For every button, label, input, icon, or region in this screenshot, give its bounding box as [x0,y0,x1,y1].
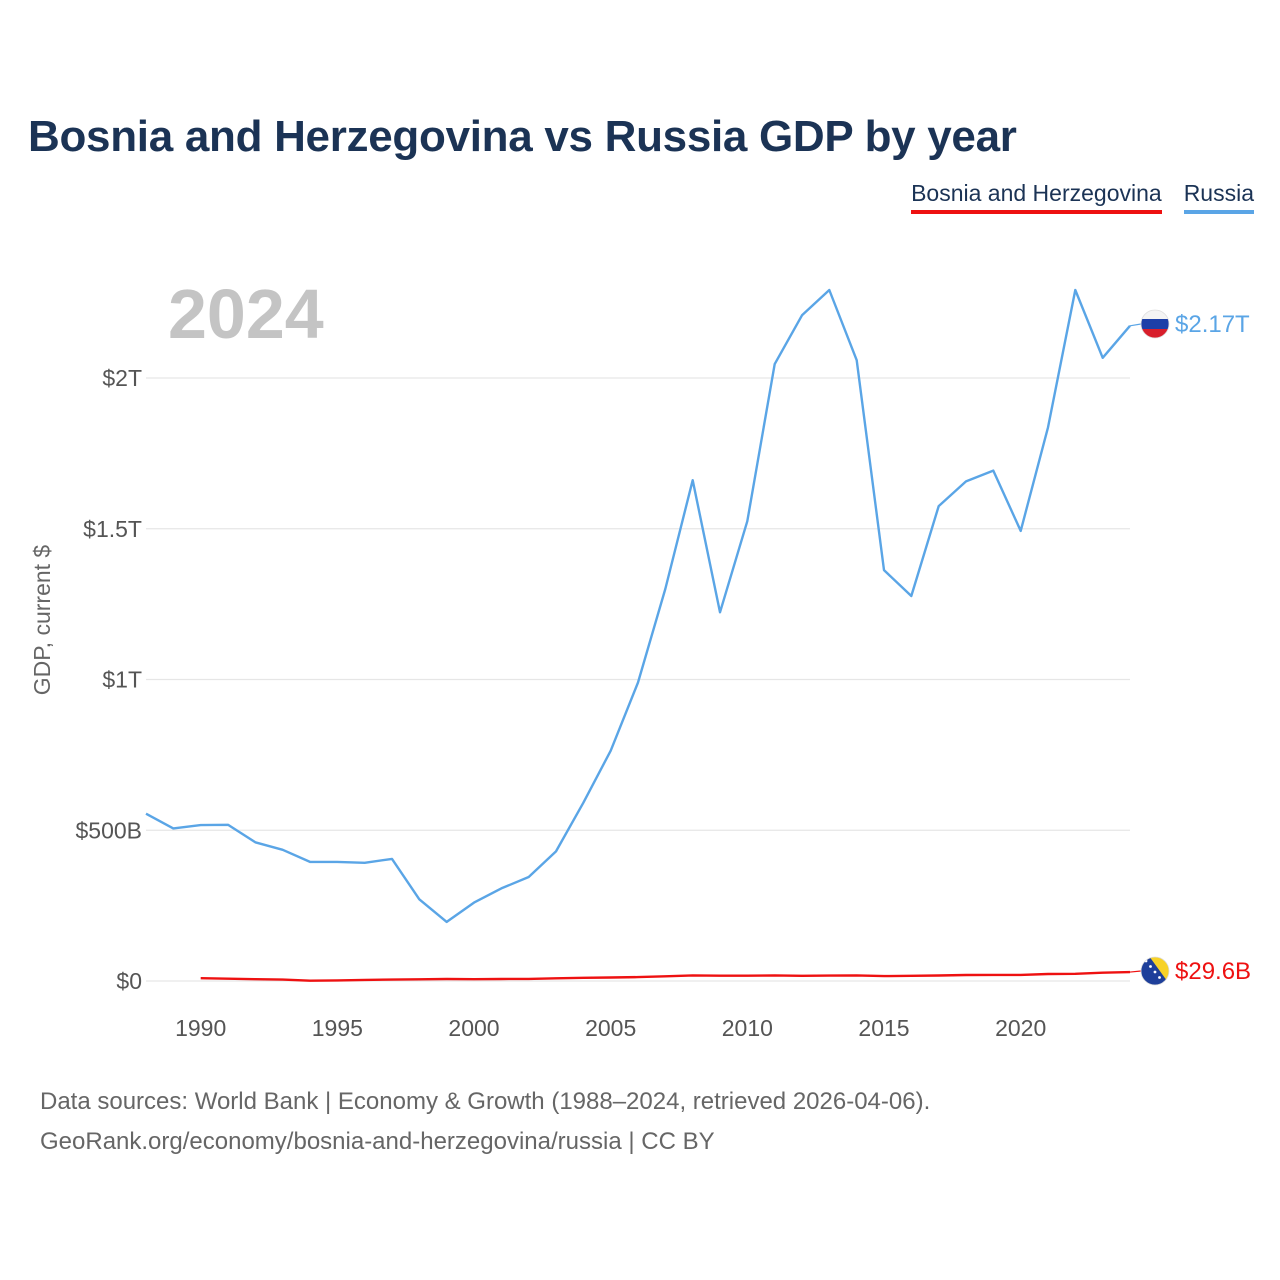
russia-flag-icon [1140,309,1170,339]
legend-item-russia[interactable]: Russia [1183,180,1254,214]
y-tick-label: $1.5T [83,516,142,542]
x-tick-label: 2010 [722,1015,773,1041]
end-value-label: $2.17T [1175,311,1250,338]
year-overlay: 2024 [168,275,324,353]
chart-title: Bosnia and Herzegovina vs Russia GDP by … [28,112,1017,161]
y-tick-label: $2T [102,365,142,391]
bosnia-flag-icon [1140,956,1170,986]
y-tick-label: $1T [102,667,142,693]
x-tick-label: 2000 [448,1015,499,1041]
y-axis-ticks: $0 $500B $1T $1.5T $2T [75,365,142,994]
footer-link[interactable]: GeoRank.org/economy/bosnia-and-herzegovi… [40,1128,715,1155]
series-line-russia [145,288,1131,924]
legend: Bosnia and Herzegovina Russia [911,180,1254,214]
x-tick-label: 2015 [858,1015,909,1041]
legend-item-bosnia[interactable]: Bosnia and Herzegovina [911,180,1162,214]
series-end-labels: $2.17T $29.6B [1129,309,1251,986]
end-connector [1129,970,1142,973]
end-value-label: $29.6B [1175,958,1251,985]
x-tick-label: 1990 [175,1015,226,1041]
end-connector [1129,323,1142,327]
y-tick-label: $500B [75,817,142,843]
x-axis-ticks: 1990 1995 2000 2005 2010 2015 2020 [175,1015,1046,1041]
footer-sources: Data sources: World Bank | Economy & Gro… [40,1088,931,1115]
y-axis-title: GDP, current $ [29,545,55,696]
y-tick-label: $0 [116,968,142,994]
x-tick-label: 2020 [995,1015,1046,1041]
x-tick-label: 1995 [312,1015,363,1041]
footer: Data sources: World Bank | Economy & Gro… [40,1082,930,1162]
series-line-bosnia-and-herzegovina [200,970,1131,982]
x-tick-label: 2005 [585,1015,636,1041]
series-lines [145,288,1131,982]
